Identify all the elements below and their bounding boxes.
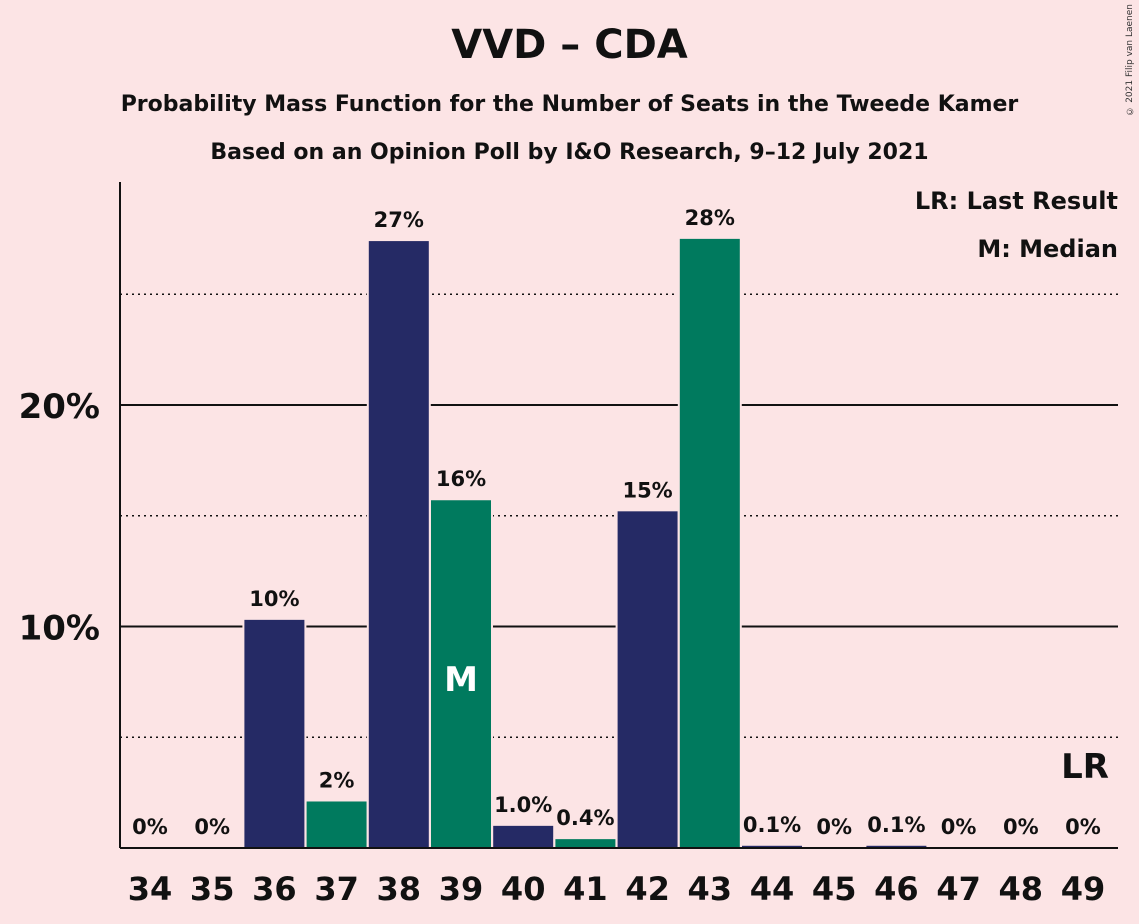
chart-subtitle-poll: Based on an Opinion Poll by I&O Research… [210, 140, 929, 165]
bar-39 [431, 500, 491, 848]
data-label: 2% [319, 768, 355, 792]
data-label: 0% [194, 815, 230, 839]
x-tick-label: 39 [439, 870, 484, 908]
x-tick-label: 45 [812, 870, 857, 908]
x-tick-label: 34 [128, 870, 173, 908]
last-result-marker: LR [1061, 747, 1109, 787]
data-label: 10% [249, 587, 299, 611]
x-tick-label: 47 [936, 870, 981, 908]
data-label-bg [745, 809, 799, 838]
x-tick-label: 44 [750, 870, 795, 908]
data-label-bg [819, 812, 850, 840]
bar-46 [866, 845, 927, 848]
x-tick-label: 48 [999, 870, 1044, 908]
data-label-bg [626, 475, 669, 504]
bar-42 [617, 511, 678, 848]
bar-40 [493, 825, 554, 848]
legend-entry: LR: Last Result [915, 187, 1118, 215]
data-label: 0.1% [743, 813, 801, 837]
data-label: 15% [622, 478, 672, 502]
data-label: 0% [1003, 815, 1039, 839]
data-label: 16% [436, 467, 486, 491]
legend-bg [990, 233, 1118, 265]
data-label: 0.1% [867, 813, 925, 837]
data-label: 0.4% [556, 806, 614, 830]
data-label-bg [496, 789, 551, 818]
bar-43 [679, 238, 740, 848]
data-label-bg [558, 803, 613, 832]
bar-36 [244, 619, 305, 848]
x-tick-label: 37 [314, 870, 359, 908]
bar-38 [368, 241, 429, 849]
data-label: 28% [685, 206, 735, 230]
data-label-bg [253, 583, 296, 612]
data-label: 0% [941, 815, 977, 839]
x-tick-label: 35 [190, 870, 235, 908]
data-label-bg [197, 812, 228, 840]
data-label-bg [1068, 812, 1098, 840]
x-tick-label: 49 [1061, 870, 1106, 908]
data-label-bg [1005, 812, 1036, 840]
chart-title: VVD – CDA [451, 22, 688, 68]
data-label-bg [869, 809, 924, 838]
x-tick-label: 36 [252, 870, 297, 908]
x-tick-label: 41 [563, 870, 608, 908]
x-tick-label: 43 [688, 870, 733, 908]
data-label-bg [688, 202, 731, 231]
legend-bg [909, 185, 1118, 217]
median-marker: M [444, 660, 478, 700]
data-label-bg [943, 812, 974, 840]
bar-44 [742, 845, 802, 848]
x-tick-label: 40 [501, 870, 546, 908]
data-label: 27% [374, 208, 424, 232]
data-label: 0% [132, 815, 168, 839]
chart-subtitle: Probability Mass Function for the Number… [120, 92, 1019, 117]
data-label-bg [321, 765, 352, 794]
y-tick-label: 20% [19, 387, 100, 427]
data-label-bg [377, 205, 420, 234]
y-tick-label: 10% [19, 609, 100, 649]
x-tick-label: 46 [874, 870, 919, 908]
x-tick-label: 38 [377, 870, 422, 908]
data-label: 1.0% [494, 793, 552, 817]
data-label: 0% [1065, 815, 1101, 839]
data-label-bg [440, 464, 482, 493]
data-label-bg [135, 812, 165, 840]
x-tick-label: 42 [625, 870, 670, 908]
legend-entry: M: Median [977, 235, 1118, 263]
bar-41 [555, 839, 616, 848]
data-label: 0% [816, 815, 852, 839]
bar-37 [306, 801, 367, 848]
